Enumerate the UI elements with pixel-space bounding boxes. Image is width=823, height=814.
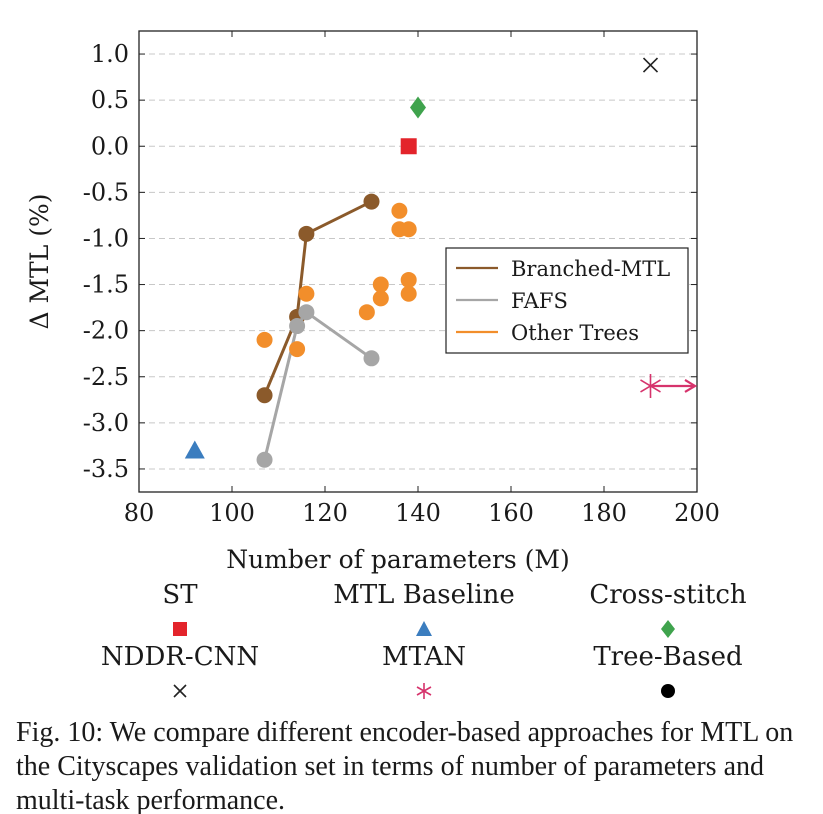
x-tick-label: 200 xyxy=(674,499,720,527)
arrow-head xyxy=(684,379,698,393)
data-point xyxy=(358,304,375,321)
marker-legend: ST MTL Baseline Cross-stitch NDDR-CNN MT… xyxy=(0,580,823,705)
series-line xyxy=(263,310,373,461)
y-tick-label: -0.5 xyxy=(83,178,129,206)
legend-label-tree-based: Tree-Based xyxy=(593,642,743,672)
legend-item-cross-stitch: Cross-stitch xyxy=(548,580,788,640)
y-tick-label: 0.0 xyxy=(91,132,129,160)
data-point xyxy=(363,350,380,367)
triangle-marker-icon xyxy=(416,621,432,636)
data-point xyxy=(289,341,306,358)
diamond-marker-icon xyxy=(661,620,675,638)
data-point xyxy=(256,451,273,468)
y-tick-label: -1.0 xyxy=(83,224,129,252)
legend-label-cross-stitch: Cross-stitch xyxy=(589,580,747,610)
legend-item-mtan: MTAN xyxy=(304,642,544,702)
cross-marker-icon xyxy=(173,684,187,698)
axes: 1.0 0.5 0.0 -0.5 -1.0 -1.5 -2.0 -2.5 -3.0 -3.5 80 1… xyxy=(25,30,720,574)
x-tick-label: 120 xyxy=(302,499,348,527)
data-point xyxy=(184,440,205,459)
legend-label-mtan: MTAN xyxy=(381,642,467,672)
series-line xyxy=(263,200,373,396)
legend-label-nddr-cnn: NDDR-CNN xyxy=(100,642,260,672)
x-tick-label: 180 xyxy=(581,499,627,527)
data-point xyxy=(400,271,417,288)
inline-legend-label: Other Trees xyxy=(511,321,639,345)
y-axis-label: Δ MTL (%) xyxy=(25,193,54,329)
data-point xyxy=(363,193,380,210)
y-tick-label: -3.0 xyxy=(83,409,129,437)
x-axis-label: Number of parameters (M) xyxy=(226,545,570,574)
figure-caption: Fig. 10: We compare different encoder-ba… xyxy=(16,717,794,814)
inline-legend: Branched-MTL FAFS Other Trees xyxy=(445,247,689,354)
legend-label-st: ST xyxy=(162,580,198,610)
inline-legend-label: FAFS xyxy=(511,289,568,313)
data-point xyxy=(391,202,408,219)
x-tick-label: 160 xyxy=(488,499,534,527)
y-tick-label: 0.5 xyxy=(91,86,129,114)
x-tick-label: 140 xyxy=(395,499,441,527)
square-marker-icon xyxy=(173,622,187,636)
data-point xyxy=(256,387,273,404)
data-point xyxy=(400,138,417,155)
y-tick-label: -2.0 xyxy=(83,317,129,345)
data-point xyxy=(400,285,417,302)
data-point xyxy=(289,318,306,335)
data-point xyxy=(640,373,661,398)
data-point xyxy=(410,96,426,119)
circle-marker-icon xyxy=(661,684,675,698)
y-tick-label: -1.5 xyxy=(83,271,129,299)
legend-item-nddr-cnn: NDDR-CNN xyxy=(60,642,300,702)
legend-item-tree-based: Tree-Based xyxy=(548,642,788,702)
data-series xyxy=(184,57,698,468)
results-chart: 1.0 0.5 0.0 -0.5 -1.0 -1.5 -2.0 -2.5 -3.0 -3.5 80 1… xyxy=(25,30,720,574)
y-tick-label: 1.0 xyxy=(91,40,129,68)
legend-item-st: ST xyxy=(60,580,300,640)
data-point xyxy=(372,276,389,293)
data-point xyxy=(256,331,273,348)
y-tick-label: -3.5 xyxy=(83,455,129,483)
inline-legend-label: Branched-MTL xyxy=(511,257,670,281)
asterisk-marker-icon xyxy=(416,683,432,699)
data-point xyxy=(298,225,315,242)
data-point xyxy=(372,290,389,307)
data-point xyxy=(298,304,315,321)
data-point xyxy=(400,221,417,238)
data-point xyxy=(642,57,659,73)
legend-label-mtl-baseline: MTL Baseline xyxy=(333,580,515,610)
legend-item-mtl-baseline: MTL Baseline xyxy=(304,580,544,640)
y-tick-label: -2.5 xyxy=(83,363,129,391)
x-tick-label: 100 xyxy=(209,499,255,527)
x-tick-label: 80 xyxy=(124,499,155,527)
data-point xyxy=(298,285,315,302)
